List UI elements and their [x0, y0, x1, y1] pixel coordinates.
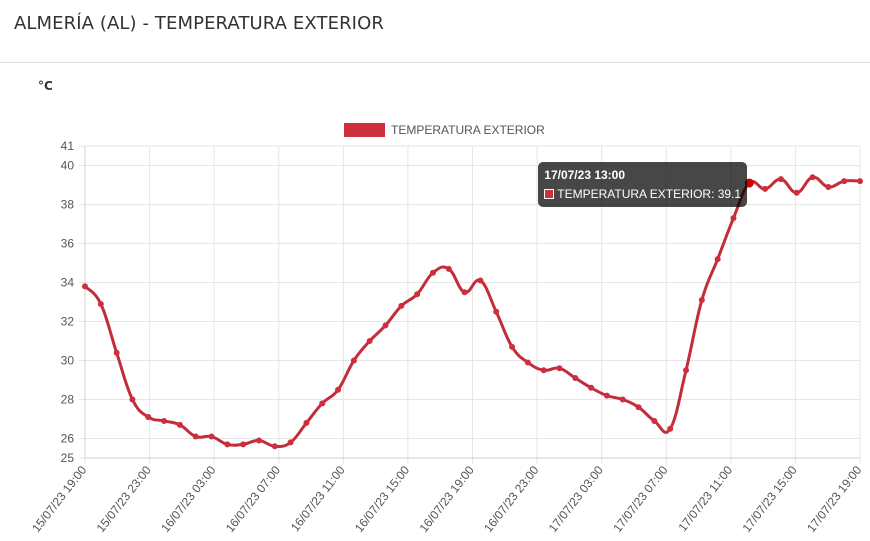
data-point[interactable] — [619, 396, 626, 403]
y-tick-label: 25 — [61, 451, 75, 465]
y-tick-label: 28 — [61, 393, 75, 407]
data-point[interactable] — [208, 433, 215, 440]
x-tick-label: 17/07/23 03:00 — [546, 463, 607, 535]
x-tick-label: 16/07/23 11:00 — [288, 463, 348, 534]
data-point[interactable] — [793, 189, 800, 196]
data-point[interactable] — [809, 174, 816, 181]
data-point[interactable] — [445, 265, 452, 272]
data-point[interactable] — [651, 417, 658, 424]
data-point[interactable] — [572, 375, 579, 382]
tooltip-color-swatch — [544, 189, 555, 200]
x-tick-label: 16/07/23 15:00 — [352, 463, 413, 535]
tooltip-title: 17/07/23 13:00 — [544, 168, 626, 183]
x-tick-label: 16/07/23 03:00 — [158, 463, 219, 535]
x-tick-label: 15/07/23 23:00 — [94, 463, 155, 535]
data-point[interactable] — [635, 404, 642, 411]
y-tick-label: 40 — [61, 159, 75, 173]
page-title: ALMERÍA (AL) - TEMPERATURA EXTERIOR — [14, 13, 384, 34]
data-point[interactable] — [414, 291, 421, 298]
legend-label[interactable]: TEMPERATURA EXTERIOR — [391, 123, 545, 137]
data-point[interactable] — [335, 386, 342, 393]
y-axis-unit-label: °C — [38, 79, 53, 93]
data-point[interactable] — [698, 297, 705, 304]
data-point[interactable] — [857, 178, 863, 185]
tooltip-value: TEMPERATURA EXTERIOR: 39.1 — [557, 187, 742, 202]
x-tick-label: 17/07/23 15:00 — [739, 463, 800, 535]
series-points — [82, 174, 863, 450]
data-point[interactable] — [603, 392, 610, 399]
data-point[interactable] — [192, 433, 199, 440]
legend-swatch[interactable] — [344, 123, 385, 137]
page-header: ALMERÍA (AL) - TEMPERATURA EXTERIOR — [0, 0, 870, 63]
data-point[interactable] — [224, 441, 231, 448]
data-point[interactable] — [82, 283, 88, 290]
data-point[interactable] — [509, 343, 516, 350]
data-point[interactable] — [477, 277, 484, 284]
y-tick-label: 26 — [61, 432, 75, 446]
data-point[interactable] — [744, 178, 754, 188]
y-tick-label: 32 — [61, 315, 75, 329]
data-point[interactable] — [129, 396, 136, 403]
data-point[interactable] — [493, 308, 500, 315]
data-point[interactable] — [825, 183, 832, 190]
x-tick-label: 17/07/23 07:00 — [610, 463, 671, 535]
x-tick-label: 17/07/23 11:00 — [675, 463, 735, 534]
data-point[interactable] — [524, 359, 531, 366]
data-point[interactable] — [540, 367, 547, 374]
data-point[interactable] — [319, 400, 326, 407]
y-tick-label: 34 — [61, 276, 75, 290]
y-tick-label: 38 — [61, 198, 75, 212]
data-point[interactable] — [161, 417, 168, 424]
data-point[interactable] — [556, 365, 563, 372]
data-point[interactable] — [287, 439, 294, 446]
data-point[interactable] — [382, 322, 389, 329]
data-point[interactable] — [97, 300, 104, 307]
data-point[interactable] — [240, 441, 247, 448]
data-point[interactable] — [366, 338, 373, 344]
data-point[interactable] — [841, 178, 848, 185]
data-point[interactable] — [667, 425, 674, 432]
x-tick-label: 16/07/23 07:00 — [223, 463, 284, 535]
data-point[interactable] — [762, 185, 769, 192]
data-point[interactable] — [303, 419, 310, 426]
data-point[interactable] — [683, 367, 690, 374]
data-point[interactable] — [176, 421, 183, 428]
data-tooltip: 17/07/23 13:00 TEMPERATURA EXTERIOR: 39.… — [538, 162, 748, 208]
data-point[interactable] — [255, 437, 262, 444]
data-point[interactable] — [429, 269, 436, 276]
data-point[interactable] — [461, 289, 468, 296]
data-point[interactable] — [777, 176, 784, 183]
x-tick-label: 16/07/23 23:00 — [481, 463, 542, 535]
data-point[interactable] — [714, 256, 721, 263]
tooltip-row: TEMPERATURA EXTERIOR: 39.1 — [544, 187, 741, 201]
data-point[interactable] — [730, 215, 737, 222]
y-tick-label: 41 — [61, 139, 75, 153]
data-point[interactable] — [271, 443, 278, 450]
legend[interactable]: TEMPERATURA EXTERIOR — [344, 123, 545, 137]
data-point[interactable] — [350, 357, 357, 364]
data-point[interactable] — [145, 414, 152, 421]
y-tick-label: 36 — [61, 237, 75, 251]
data-point[interactable] — [113, 349, 120, 356]
x-tick-label: 16/07/23 19:00 — [417, 463, 478, 535]
x-tick-label: 17/07/23 19:00 — [804, 463, 865, 535]
y-tick-label: 30 — [61, 354, 75, 368]
x-tick-label: 15/07/23 19:00 — [29, 463, 90, 535]
data-point[interactable] — [398, 302, 405, 309]
data-point[interactable] — [588, 384, 595, 391]
